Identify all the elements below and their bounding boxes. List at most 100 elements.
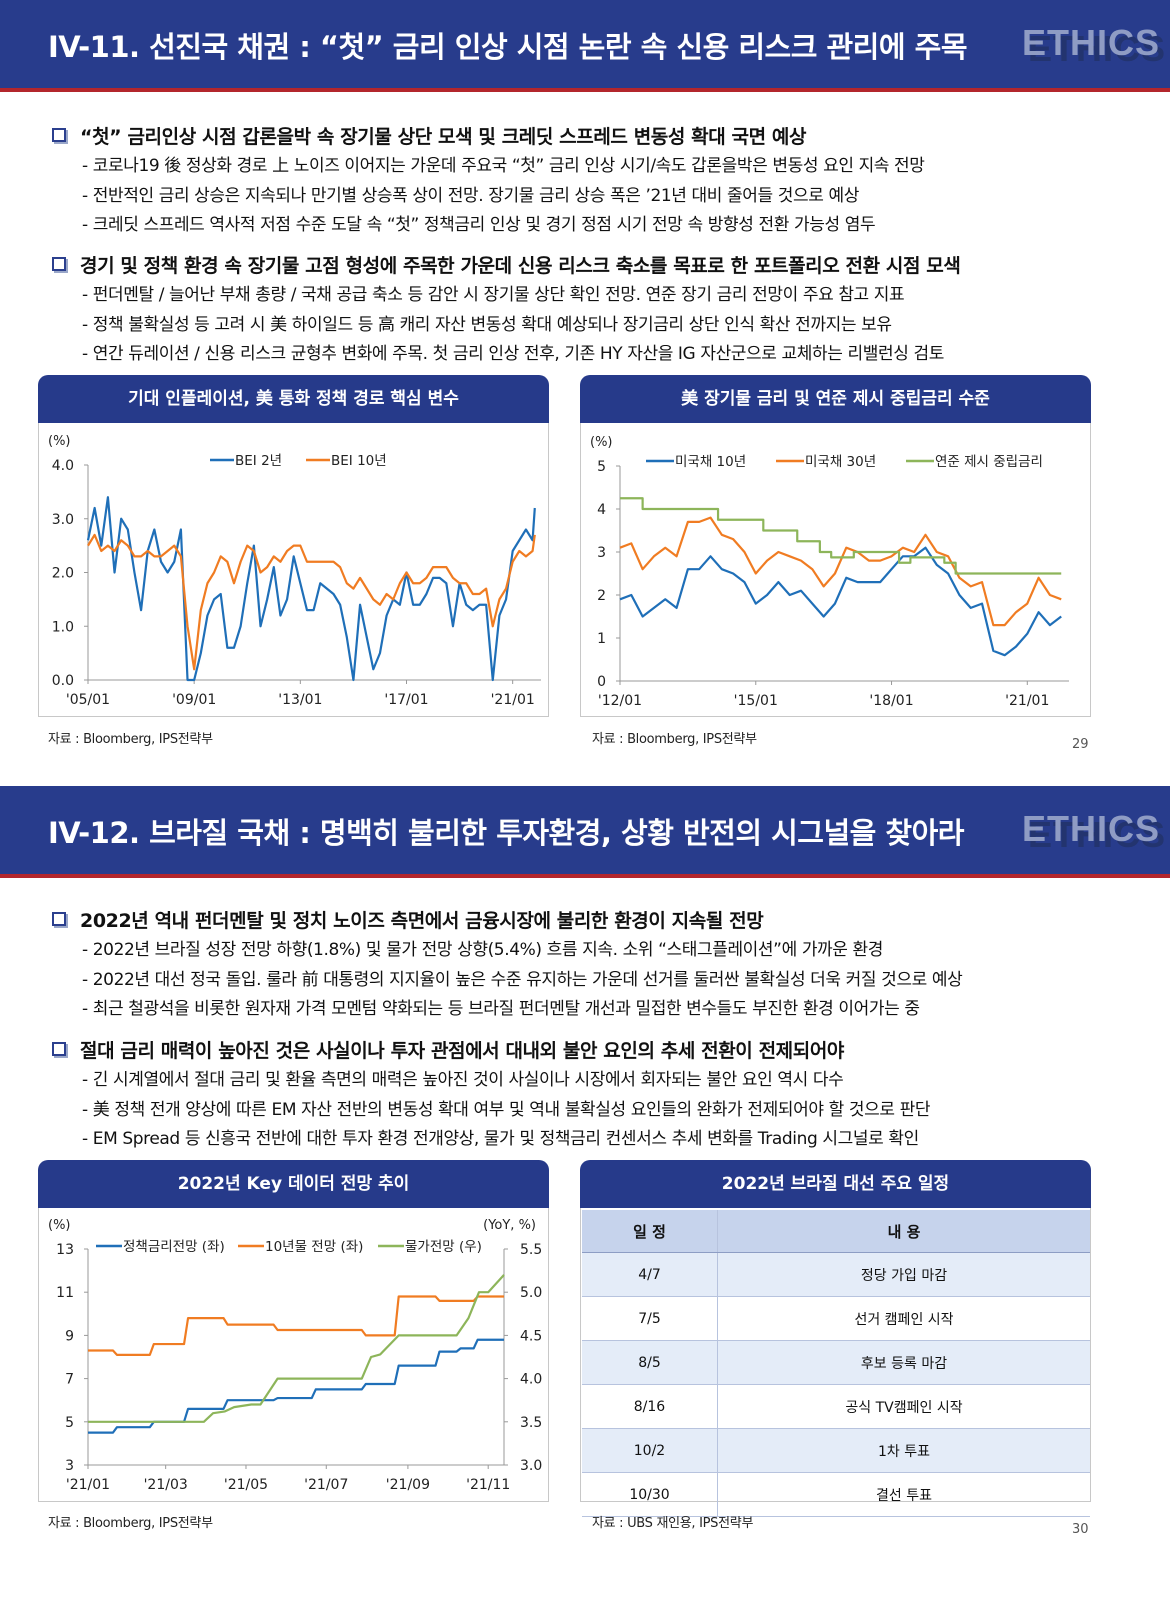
date-cell: 8/5 (582, 1340, 718, 1385)
date-cell: 8/16 (582, 1384, 718, 1429)
y-tick-label: 4 (597, 502, 606, 518)
bullet-item: - 美 정책 전개 양상에 따른 EM 자산 전반의 변동성 확대 여부 및 역… (82, 1099, 931, 1120)
section: 절대 금리 매력이 높아진 것은 사실이나 투자 관점에서 대내외 불안 요인의… (52, 1036, 930, 1155)
series-line-1 (619, 546, 1062, 657)
page-title: IV-11. 선진국 채권 : “첫” 금리 인상 시점 논란 속 신용 리스크… (48, 30, 968, 64)
table-row: 8/5 후보 등록 마감 (582, 1340, 1090, 1385)
section: 2022년 역내 펀더멘탈 및 정치 노이즈 측면에서 금융시장에 불리한 환경… (52, 906, 963, 1025)
x-tick-label: '13/01 (278, 692, 322, 708)
x-tick-label: '21/11 (466, 1477, 510, 1493)
table-row: 10/30 결선 투표 (582, 1472, 1090, 1517)
table-row: 7/5 선거 캠페인 시작 (582, 1296, 1090, 1341)
y-tick-right-label: 4.5 (520, 1328, 542, 1344)
bullet-item: - 긴 시계열에서 절대 금리 및 환율 측면의 매력은 높아진 것이 사실이나… (82, 1070, 844, 1090)
x-tick-label: '05/01 (66, 692, 110, 708)
date-cell: 7/5 (582, 1296, 718, 1341)
legend-label: 미국채 30년 (805, 454, 876, 470)
chart-box-key-data: (%) 3 5 7 9 11 13 (YoY, %) 3.0 3.5 4.0 4.5 5.0 5.5 '21… (38, 1160, 549, 1503)
bullet-item: - 연간 듀레이션 / 신용 리스크 균형추 변화에 주목. 첫 금리 인상 전… (82, 344, 944, 364)
bullet-item: - 2022년 대선 정국 돌입. 룰라 前 대통령의 지지율이 높은 수준 유… (82, 969, 963, 990)
y-tick-label: 13 (56, 1242, 74, 1258)
y-axis-unit: (%) (590, 435, 613, 450)
y-tick-label: 5 (65, 1415, 74, 1431)
ethics-logo: ETHICS (1021, 22, 1160, 63)
y-tick-label: 5 (597, 459, 606, 475)
legend-label: 연준 제시 중립금리 (935, 454, 1043, 470)
y-tick-label: 3 (597, 545, 606, 561)
y-tick-label: 9 (65, 1328, 74, 1344)
page-header: IV-12. 브라질 국채 : 명백히 불리한 투자환경, 상황 반전의 시그널… (0, 786, 1170, 878)
bullet-item: - 최근 철광석을 비롯한 원자재 가격 모멘텀 약화되는 등 브라질 펀더멘탈… (82, 999, 920, 1019)
series-line-3 (88, 1274, 505, 1423)
bullet-item: - 2022년 브라질 성장 전망 하향(1.8%) 및 물가 전망 상향(5.… (82, 940, 884, 960)
x-tick-label: '09/01 (172, 692, 216, 708)
section-heading: 경기 및 정책 환경 속 장기물 고점 형성에 주목한 가운데 신용 리스크 축… (80, 255, 961, 277)
y-tick-label: 2 (597, 588, 606, 604)
legend-label: 미국채 10년 (675, 454, 746, 470)
x-tick-label: '18/01 (869, 693, 913, 709)
source-note: 자료 : Bloomberg, IPS전략부 (592, 732, 757, 747)
event-cell: 공식 TV캠페인 시작 (717, 1384, 1090, 1429)
column-header: 일 정 (582, 1210, 718, 1253)
series-line-1 (86, 496, 536, 682)
y-tick-right-label: 3.0 (520, 1458, 542, 1474)
event-cell: 결선 투표 (717, 1472, 1090, 1517)
page-header: IV-11. 선진국 채권 : “첫” 금리 인상 시점 논란 속 신용 리스크… (0, 0, 1170, 92)
section-heading: 2022년 역내 펀더멘탈 및 정치 노이즈 측면에서 금융시장에 불리한 환경… (80, 910, 764, 932)
checkbox-bullet-icon (52, 1042, 66, 1056)
bullet-item: - 정책 불확실성 등 고려 시 美 하이일드 등 高 캐리 자산 변동성 확대… (82, 314, 892, 335)
key-data-chart: (%) 3 5 7 9 11 13 (YoY, %) 3.0 3.5 4.0 4.5 5.0 5.5 '21… (48, 1218, 542, 1493)
ethics-logo: ETHICS (1021, 808, 1160, 849)
section-heading: “첫” 금리인상 시점 갑론을박 속 장기물 상단 모색 및 크레딧 스프레드 … (80, 126, 807, 148)
bullet-item: - 전반적인 금리 상승은 지속되나 만기별 상승폭 상이 전망. 장기물 금리… (82, 185, 859, 206)
page-title: IV-12. 브라질 국채 : 명백히 불리한 투자환경, 상황 반전의 시그널… (48, 816, 964, 850)
legend-label: 정책금리전망 (좌) (123, 1239, 225, 1255)
y-tick-label: 7 (65, 1372, 74, 1388)
event-cell: 후보 등록 마감 (717, 1340, 1090, 1385)
x-tick-label: '21/07 (304, 1477, 348, 1493)
checkbox-bullet-icon (52, 128, 66, 142)
series-line-2 (87, 533, 536, 671)
y-tick-label: 0 (597, 674, 606, 690)
series-line-2 (619, 516, 1062, 627)
x-tick-label: '21/09 (386, 1477, 430, 1493)
y-tick-label: 3 (65, 1458, 74, 1474)
bullet-item: - 코로나19 後 정상화 경로 上 노이즈 이어지는 가운데 주요국 “첫” … (82, 156, 925, 176)
y-tick-right-label: 4.0 (520, 1372, 542, 1388)
y-tick-right-label: 5.0 (520, 1285, 542, 1301)
election-schedule-table: 일 정 내 용 4/7 정당 가입 마감 7/5 선거 캠페인 시작 8/5 후보 등록 … (582, 1210, 1090, 1517)
legend-label: 물가전망 (우) (405, 1239, 482, 1255)
table-row: 10/2 1차 투표 (582, 1428, 1090, 1473)
y-tick-label: 0.0 (52, 673, 74, 689)
x-tick-label: '21/01 (491, 692, 535, 708)
event-cell: 선거 캠페인 시작 (717, 1296, 1090, 1341)
section: “첫” 금리인상 시점 갑론을박 속 장기물 상단 모색 및 크레딧 스프레드 … (52, 122, 925, 241)
y-axis-right-unit: (YoY, %) (483, 1218, 536, 1233)
event-cell: 정당 가입 마감 (717, 1252, 1090, 1297)
table-row: 4/7 정당 가입 마감 (582, 1252, 1090, 1297)
x-tick-label: '17/01 (384, 692, 428, 708)
legend-label: BEI 2년 (235, 453, 282, 469)
table-row: 8/16 공식 TV캠페인 시작 (582, 1384, 1090, 1429)
section: 경기 및 정책 환경 속 장기물 고점 형성에 주목한 가운데 신용 리스크 축… (52, 251, 961, 370)
event-cell: 1차 투표 (717, 1428, 1090, 1473)
checkbox-bullet-icon (52, 257, 66, 271)
source-note: 자료 : Bloomberg, IPS전략부 (48, 1516, 213, 1531)
bullet-item: - EM Spread 등 신흥국 전반에 대한 투자 환경 전개양상, 물가 … (82, 1129, 919, 1149)
chart-box-bei: (%) 0.0 1.0 2.0 3.0 4.0 '05/01 '09/01 '13/01 '17/… (38, 375, 549, 718)
source-note: 자료 : UBS 재인용, IPS전략부 (592, 1516, 754, 1531)
source-note: 자료 : Bloomberg, IPS전략부 (48, 732, 213, 747)
table-box-election: 2022년 브라질 대선 주요 일정 일 정 내 용 4/7 정당 가입 마감 7/… (580, 1160, 1091, 1517)
y-tick-label: 1.0 (52, 619, 74, 635)
chart-title: 2022년 Key 데이터 전망 추이 (38, 1160, 549, 1208)
date-cell: 10/30 (582, 1472, 718, 1517)
chart-title: 美 장기물 금리 및 연준 제시 중립금리 수준 (580, 375, 1091, 423)
legend-label: BEI 10년 (331, 453, 387, 469)
x-tick-label: '21/01 (66, 1477, 110, 1493)
y-axis-unit: (%) (48, 1218, 71, 1233)
x-tick-label: '12/01 (598, 693, 642, 709)
date-cell: 4/7 (582, 1252, 718, 1297)
series-line-3 (620, 497, 1062, 575)
bullet-item: - 펀더멘탈 / 늘어난 부채 총량 / 국채 공급 축소 등 감안 시 장기물… (82, 285, 905, 305)
